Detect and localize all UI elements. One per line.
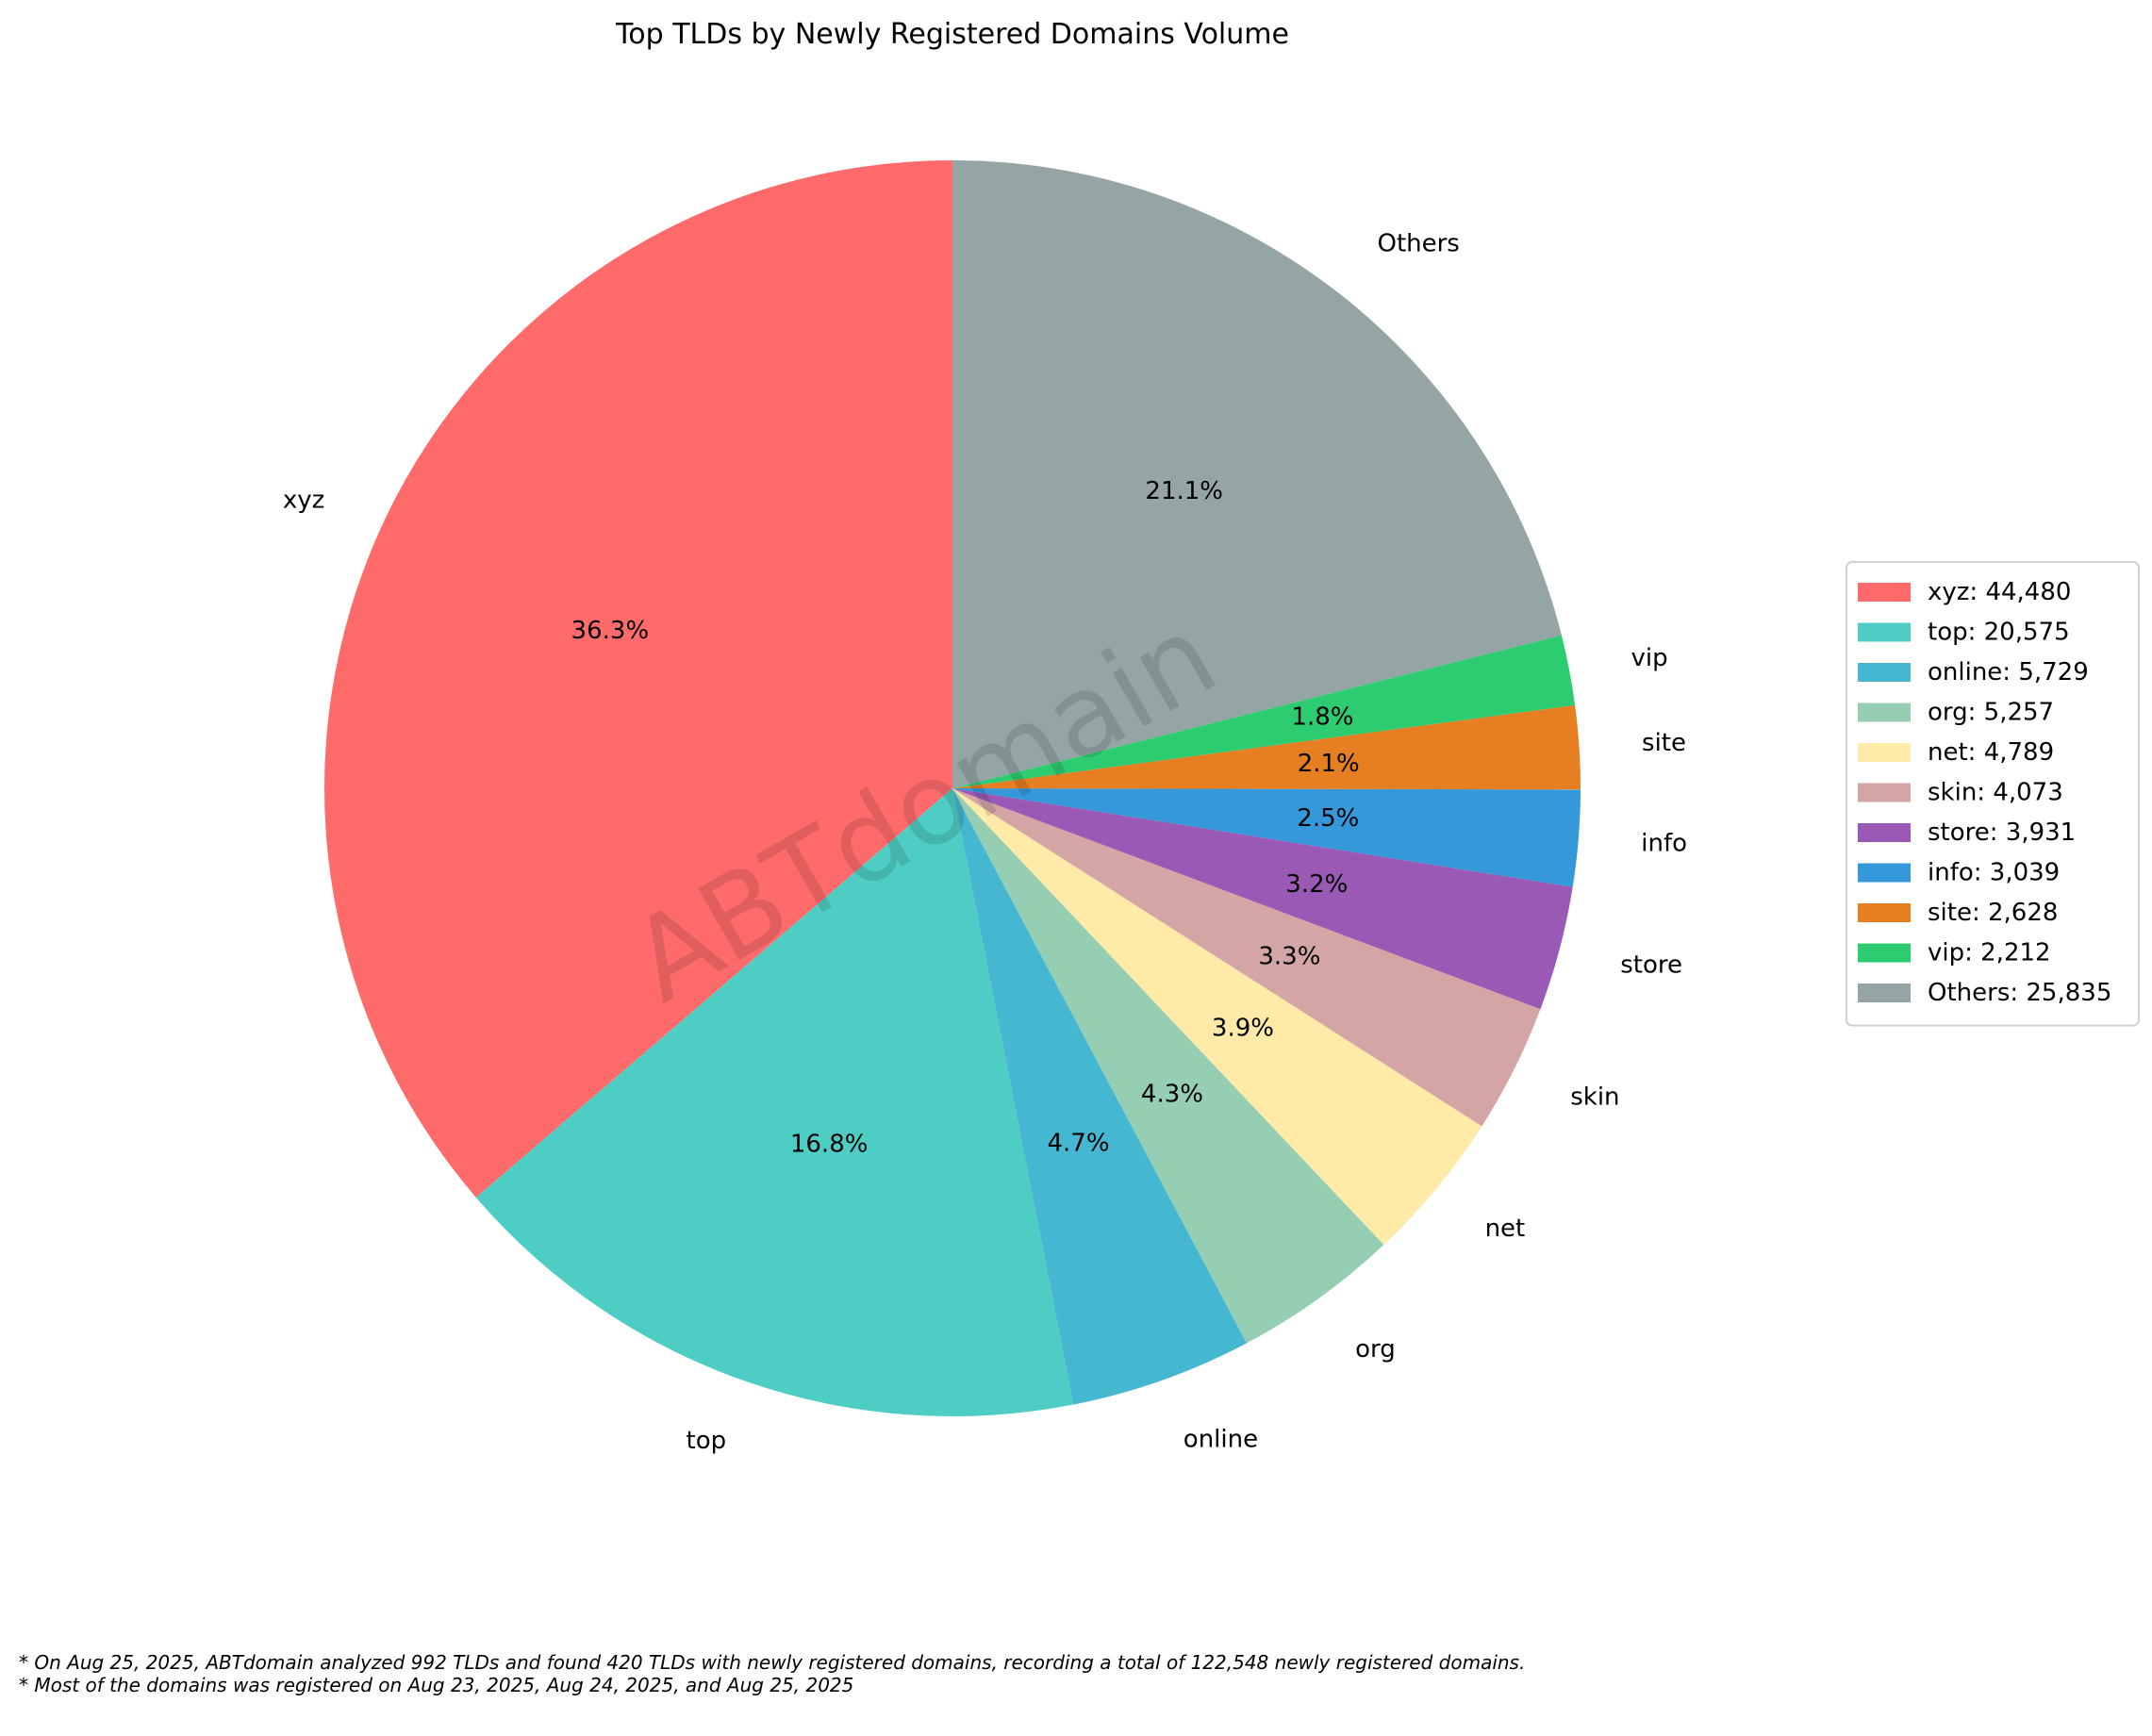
percent-label-others: 21.1% [1145,477,1223,505]
legend-entry-net: net: 4,789 [1928,738,2054,767]
slice-label-store: store [1620,951,1682,979]
chart-title: Top TLDs by Newly Registered Domains Vol… [615,18,1289,51]
pie-slice-net [952,788,1482,1246]
pie-slice-store [952,788,1573,1010]
pie-slice-online [952,788,1248,1405]
slice-label-top: top [687,1427,727,1455]
pie-slice-skin [952,788,1541,1127]
slice-label-org: org [1355,1335,1396,1364]
percent-label-info: 2.5% [1297,804,1359,833]
percent-label-site: 2.1% [1298,750,1360,778]
slice-label-info: info [1641,829,1687,857]
legend-entry-others: Others: 25,835 [1928,979,2111,1007]
legend-swatch-top [1858,622,1911,642]
pie-slice-top [475,788,1074,1417]
legend-entry-store: store: 3,931 [1928,818,2076,847]
legend-swatch-net [1858,743,1911,762]
legend-frame [1846,561,2140,1027]
pie-slice-vip [952,635,1576,788]
legend-swatch-site [1858,903,1911,922]
slice-label-others: Others [1377,229,1459,257]
percent-label-org: 4.3% [1141,1081,1203,1109]
percent-label-top: 16.8% [790,1131,869,1159]
percent-label-vip: 1.8% [1291,703,1353,732]
legend-swatch-store [1858,823,1911,842]
footnote-analysis: * On Aug 25, 2025, ABTdomain analyzed 99… [19,1651,1526,1674]
pie-slice-info [952,788,1581,887]
slice-label-xyz: xyz [283,486,324,514]
slice-label-net: net [1485,1215,1526,1243]
legend-swatch-xyz [1858,583,1911,602]
legend-entry-top: top: 20,575 [1928,619,2070,647]
footnote-registration-dates: * Most of the domains was registered on … [19,1674,854,1696]
slice-label-vip: vip [1631,644,1667,672]
legend-entry-info: info: 3,039 [1928,859,2060,887]
percent-label-skin: 3.3% [1258,943,1320,971]
pie-slice-site [952,704,1581,790]
percent-label-online: 4.7% [1048,1130,1110,1158]
legend-entry-online: online: 5,729 [1928,658,2089,686]
legend-swatch-org [1858,703,1911,722]
legend-entry-org: org: 5,257 [1928,699,2054,727]
pie-slice-org [952,788,1384,1344]
percent-label-net: 3.9% [1212,1015,1274,1043]
pie-slice-others [952,160,1562,788]
pie-slice-xyz [324,160,952,1198]
legend-entry-vip: vip: 2,212 [1928,939,2051,967]
slice-labels: xyz 36.3% top 16.8% online 4.7% org 4.3% net 3.9%… [283,229,1687,1455]
percent-label-store: 3.2% [1285,870,1348,899]
legend-swatch-vip [1858,943,1911,963]
percent-label-xyz: 36.3% [571,617,650,645]
legend-swatch-online [1858,663,1911,682]
legend-swatch-others [1858,984,1911,1002]
slice-label-skin: skin [1570,1083,1619,1112]
slice-label-online: online [1184,1425,1258,1453]
pie-slices [324,160,1581,1417]
slice-label-site: site [1642,729,1686,757]
legend-entry-xyz: xyz: 44,480 [1928,578,2071,606]
legend-swatch-skin [1858,783,1911,802]
legend-entry-skin: skin: 4,073 [1928,779,2063,807]
legend: xyz: 44,480 top: 20,575 online: 5,729 org: … [1846,561,2140,1027]
legend-entry-site: site: 2,628 [1928,899,2058,927]
legend-swatch-info [1858,863,1911,883]
